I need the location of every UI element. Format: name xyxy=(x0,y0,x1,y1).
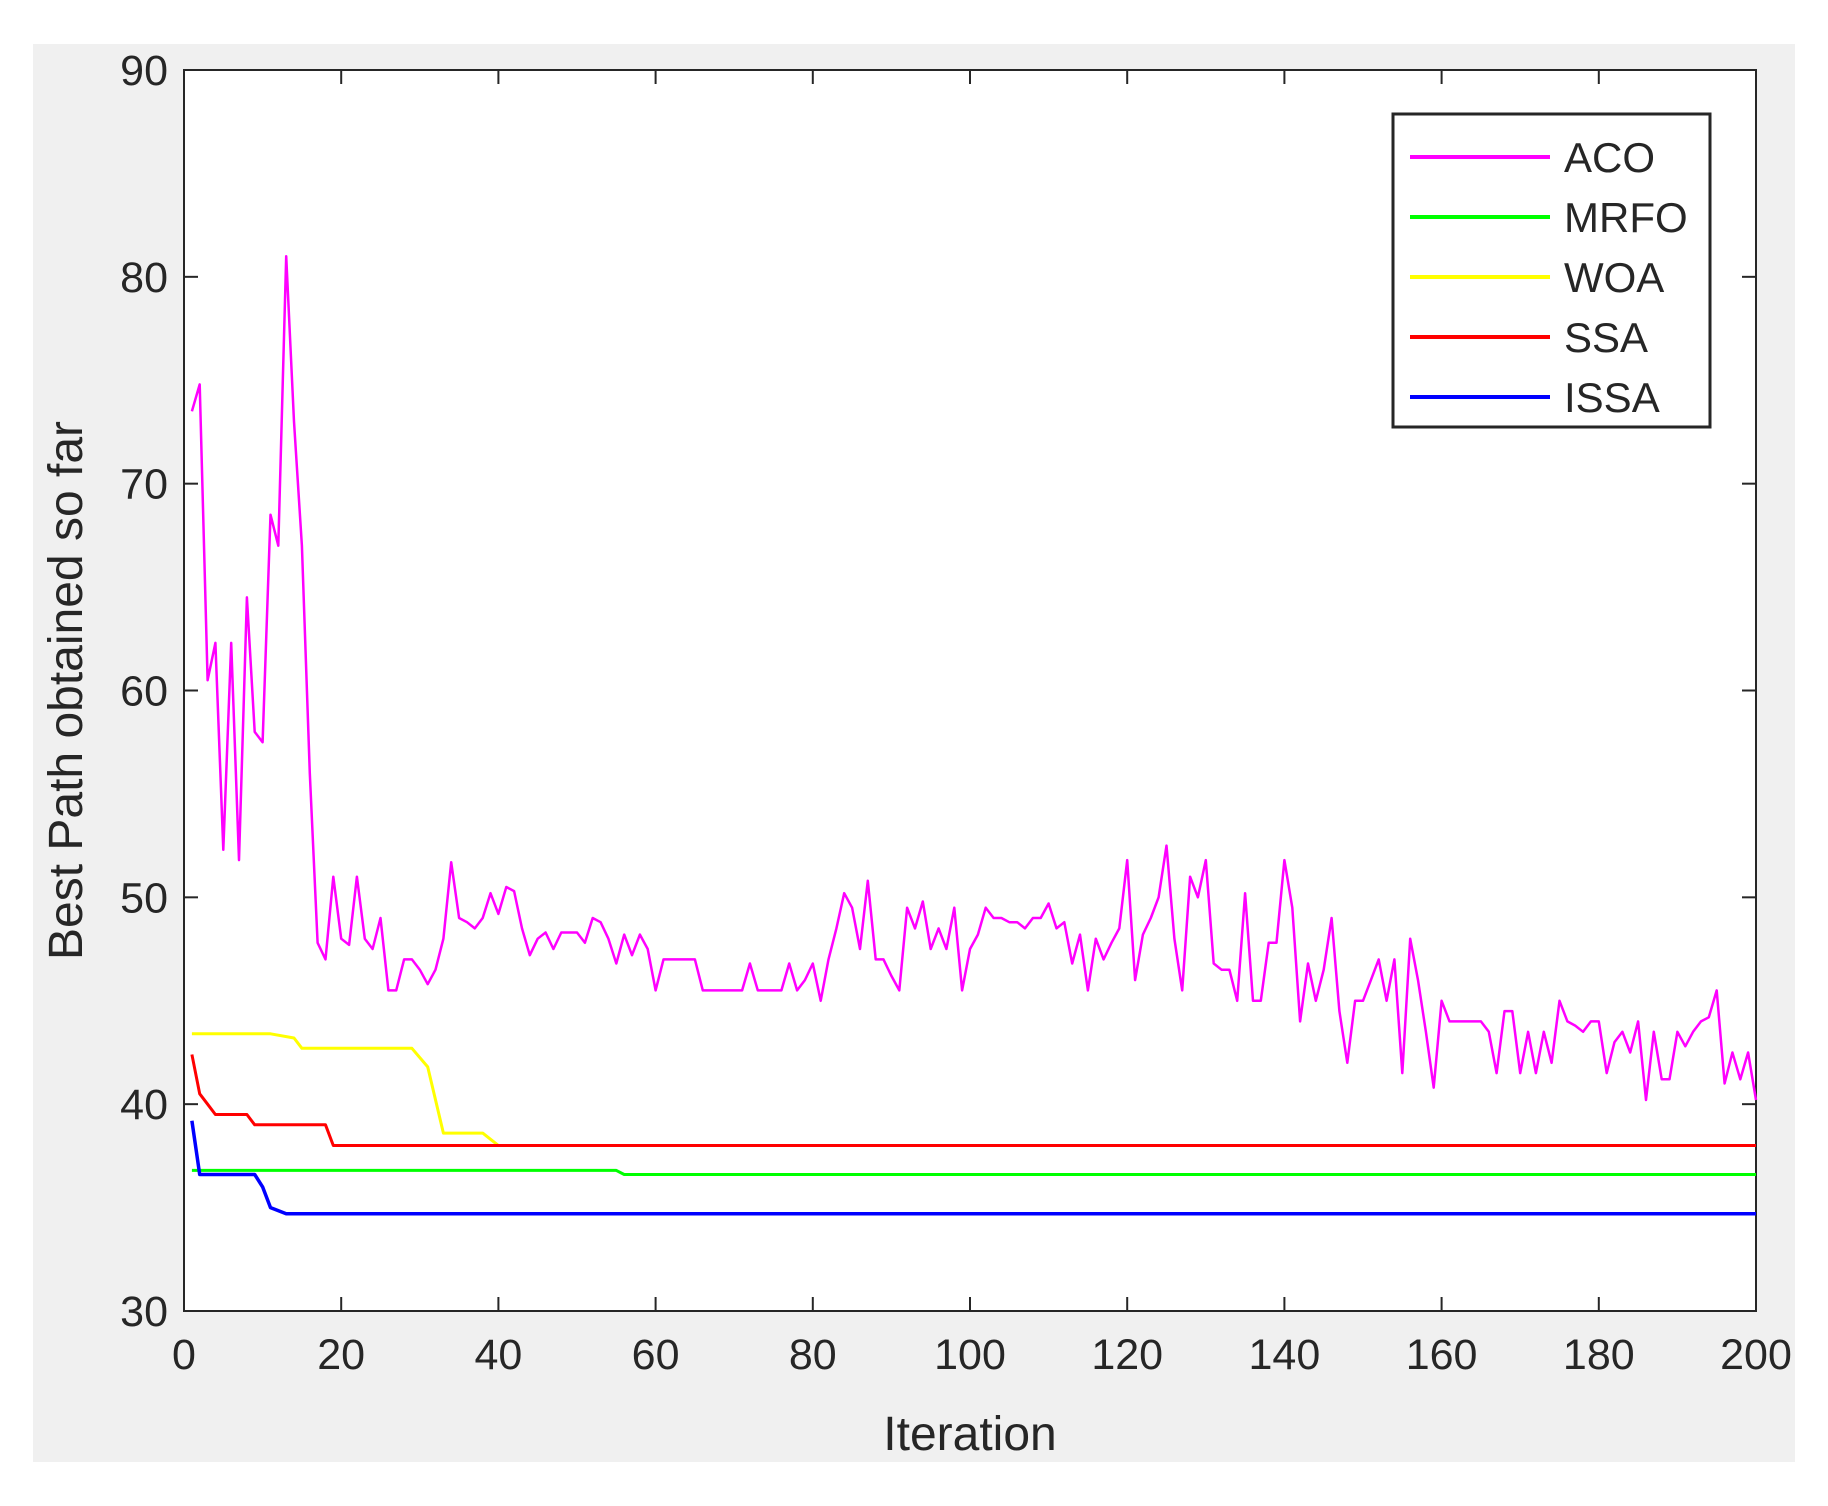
axis-labels: Iteration Best Path obtained so far xyxy=(40,421,1057,1461)
legend-label-ssa: SSA xyxy=(1564,314,1648,361)
x-tick-label: 140 xyxy=(1249,1331,1321,1379)
y-tick-label: 70 xyxy=(120,461,168,509)
x-tick-label: 60 xyxy=(632,1331,680,1379)
x-tick-label: 180 xyxy=(1563,1331,1635,1379)
y-tick-label: 80 xyxy=(120,254,168,302)
x-tick-label: 40 xyxy=(474,1331,522,1379)
y-tick-label: 30 xyxy=(120,1288,168,1336)
data-series xyxy=(190,254,1758,1216)
y-tick-label: 50 xyxy=(120,874,168,922)
legend-label-woa: WOA xyxy=(1564,254,1664,301)
y-tick-label: 40 xyxy=(120,1081,168,1129)
x-tick-label: 20 xyxy=(317,1331,365,1379)
x-axis-label: Iteration xyxy=(883,1408,1056,1461)
series-line-mrfo xyxy=(191,1168,1756,1176)
x-tick-label: 160 xyxy=(1406,1331,1478,1379)
y-tick-label: 60 xyxy=(120,668,168,716)
y-axis-label: Best Path obtained so far xyxy=(40,421,93,960)
series-line-issa xyxy=(190,1120,1756,1216)
x-tick-label: 120 xyxy=(1091,1331,1163,1379)
legend-box xyxy=(1391,112,1712,429)
axis-ticks: 0 20 40 60 80 100 120 140 160 180 200 30 40 50 60 70 80 9… xyxy=(120,47,1792,1379)
x-tick-label: 80 xyxy=(789,1331,837,1379)
x-tick-label: 100 xyxy=(934,1331,1006,1379)
legend-label-aco: ACO xyxy=(1564,134,1655,181)
series-line-aco xyxy=(190,254,1758,1102)
series-line-woa xyxy=(191,1032,1756,1147)
legend-label-mrfo: MRFO xyxy=(1564,194,1688,241)
legend: ACO MRFO WOA SSA ISSA xyxy=(1391,112,1712,429)
y-tick-label: 90 xyxy=(120,47,168,95)
legend-label-issa: ISSA xyxy=(1564,374,1660,421)
series-line-ssa xyxy=(190,1054,1756,1147)
x-tick-label: 0 xyxy=(172,1331,196,1379)
x-tick-label: 200 xyxy=(1720,1331,1792,1379)
